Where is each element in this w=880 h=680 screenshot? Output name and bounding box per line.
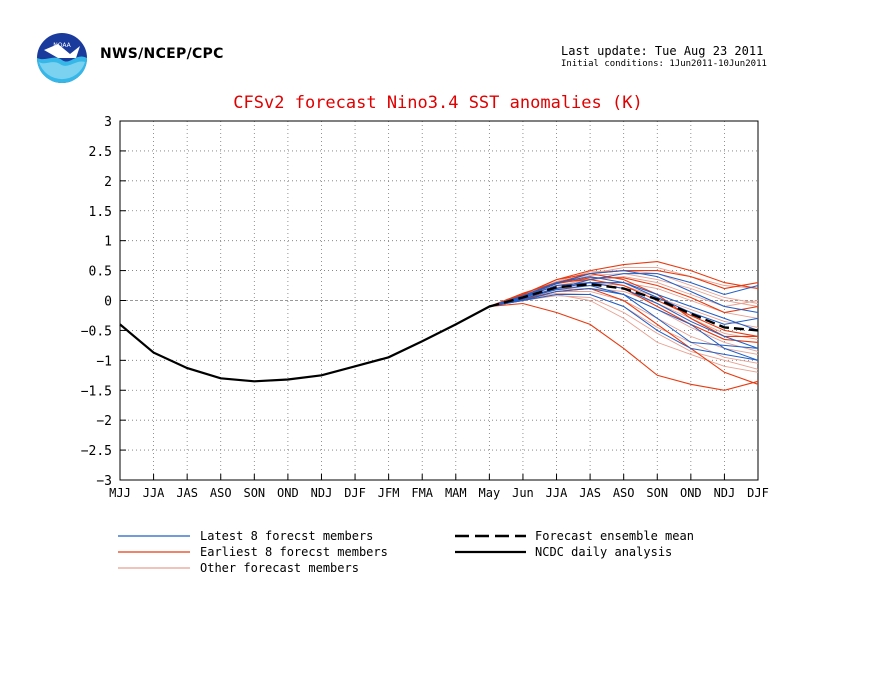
initial-conditions-text: Initial conditions: 1Jun2011-10Jun2011 xyxy=(561,59,767,69)
agency-label: NWS/NCEP/CPC xyxy=(100,46,224,62)
x-tick-label: JAS xyxy=(579,486,601,500)
svg-text:NOAA: NOAA xyxy=(53,42,71,49)
x-tick-label: OND xyxy=(277,486,299,500)
x-tick-label: JFM xyxy=(378,486,400,500)
x-tick-label: ASO xyxy=(210,486,232,500)
y-tick-label: 0.5 xyxy=(89,265,112,280)
legend-label-earliest: Earliest 8 forecst members xyxy=(200,545,388,559)
x-tick-label: MJJ xyxy=(109,486,131,500)
x-tick-label: FMA xyxy=(411,486,433,500)
y-tick-label: 2 xyxy=(104,175,112,190)
x-tick-label: Jun xyxy=(512,486,534,500)
x-tick-label: NDJ xyxy=(714,486,736,500)
last-update-text: Last update: Tue Aug 23 2011 xyxy=(561,44,764,58)
y-tick-label: 3 xyxy=(104,115,112,130)
y-tick-label: 0 xyxy=(104,295,112,310)
member-line-earliest xyxy=(489,302,759,391)
noaa-logo-icon: NOAA xyxy=(37,33,87,83)
x-tick-label: May xyxy=(479,486,501,500)
x-tick-label: SON xyxy=(646,486,668,500)
member-line-latest xyxy=(489,270,759,313)
legend-label-other: Other forecast members xyxy=(200,561,359,575)
legend-label-observed: NCDC daily analysis xyxy=(535,545,672,559)
y-tick-label: 1 xyxy=(104,235,112,250)
x-tick-label: JJA xyxy=(143,486,165,500)
y-tick-label: −1 xyxy=(96,354,112,369)
x-tick-label: SON xyxy=(243,486,265,500)
legend-label-latest: Latest 8 forecst members xyxy=(200,529,373,543)
y-tick-label: −3 xyxy=(96,474,112,489)
x-tick-label: NDJ xyxy=(311,486,333,500)
x-tick-label: DJF xyxy=(747,486,769,500)
member-line-latest xyxy=(489,284,759,349)
observed-line xyxy=(119,305,490,383)
y-tick-label: 1.5 xyxy=(89,205,112,220)
y-tick-label: −2 xyxy=(96,414,112,429)
y-tick-label: −0.5 xyxy=(81,324,112,339)
member-line-latest xyxy=(489,294,759,361)
member-line-earliest xyxy=(489,287,759,385)
x-tick-label: MAM xyxy=(445,486,467,500)
x-tick-label: DJF xyxy=(344,486,366,500)
y-tick-label: −2.5 xyxy=(81,444,112,459)
ensemble-mean-line xyxy=(489,283,759,332)
x-tick-label: OND xyxy=(680,486,702,500)
x-tick-label: ASO xyxy=(613,486,635,500)
x-tick-label: JJA xyxy=(546,486,568,500)
legend-label-mean: Forecast ensemble mean xyxy=(535,529,694,543)
x-tick-label: JAS xyxy=(176,486,198,500)
member-line-earliest xyxy=(489,279,759,337)
y-tick-label: 2.5 xyxy=(89,145,112,160)
chart-title: CFSv2 forecast Nino3.4 SST anomalies (K) xyxy=(233,93,642,113)
y-tick-label: −1.5 xyxy=(81,384,112,399)
